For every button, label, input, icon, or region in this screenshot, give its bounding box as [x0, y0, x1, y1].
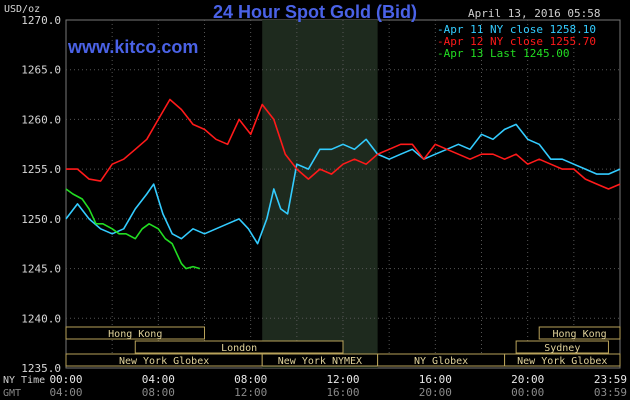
legend-item-apr12: -Apr 12 NY close 1255.70	[437, 35, 596, 48]
x-axis-ticks: NY TimeGMT00:0004:0004:0008:0008:0012:00…	[3, 373, 627, 399]
session-label: New York NYMEX	[278, 356, 362, 367]
y-tick-label: 1260.0	[21, 113, 61, 126]
timestamp: April 13, 2016 05:58	[468, 7, 601, 20]
x-tick-label-gmt: 12:00	[234, 386, 267, 399]
x-tick-label-gmt: 04:00	[49, 386, 82, 399]
x-tick-label-ny: 23:59	[594, 373, 627, 386]
x-tick-label-ny: 00:00	[49, 373, 82, 386]
series-line-apr-12	[66, 98, 621, 190]
y-tick-label: 1235.0	[21, 362, 61, 375]
nymex-shade	[262, 20, 378, 368]
y-axis-unit: USD/oz	[4, 4, 41, 15]
session-bar	[134, 340, 344, 354]
x-tick-label-ny: 12:00	[326, 373, 359, 386]
session-label: Hong Kong	[108, 329, 162, 340]
session-bar	[504, 353, 621, 367]
y-tick-label: 1250.0	[21, 213, 61, 226]
legend-item-apr11: -Apr 11 NY close 1258.10	[437, 23, 596, 36]
session-bar	[65, 326, 205, 340]
y-tick-label: 1255.0	[21, 163, 61, 176]
gmt-row-label: GMT	[3, 388, 21, 399]
y-tick-label: 1265.0	[21, 64, 61, 77]
series-line-apr-13	[65, 188, 201, 270]
legend: -Apr 11 NY close 1258.10 -Apr 12 NY clos…	[437, 24, 596, 60]
plot-area	[65, 19, 621, 369]
session-label: New York Globex	[517, 356, 607, 367]
x-tick-label-ny: 08:00	[234, 373, 267, 386]
session-bar	[538, 326, 621, 340]
y-tick-label: 1245.0	[21, 263, 61, 276]
x-tick-label-gmt: 00:00	[511, 386, 544, 399]
session-label: London	[221, 343, 257, 354]
x-tick-label-ny: 04:00	[142, 373, 175, 386]
series-lines	[65, 98, 621, 270]
session-label: Sydney	[544, 343, 580, 354]
ny-time-row-label: NY Time	[3, 375, 45, 386]
brand-link[interactable]: www.kitco.com	[68, 37, 199, 57]
y-axis-ticks: 1235.0 1240.0 1245.0 1250.0 1255.0 1260.0 1265…	[21, 14, 61, 375]
x-tick-label-ny: 20:00	[511, 373, 544, 386]
x-tick-label-gmt: 03:59	[594, 386, 627, 399]
legend-item-apr13: -Apr 13 Last 1245.00	[437, 47, 570, 60]
series-line-apr-11	[65, 123, 621, 245]
market-sessions: Hong Kong Hong Kong London Sydney New York G…	[65, 326, 621, 367]
y-tick-label: 1270.0	[21, 14, 61, 27]
session-bar	[515, 340, 609, 354]
y-tick-label: 1240.0	[21, 312, 61, 325]
x-tick-label-gmt: 08:00	[142, 386, 175, 399]
chart-title: 24 Hour Spot Gold (Bid)	[213, 2, 417, 22]
session-label: Hong Kong	[553, 329, 607, 340]
x-tick-label-ny: 16:00	[419, 373, 452, 386]
x-tick-label-gmt: 16:00	[326, 386, 359, 399]
x-tick-label-gmt: 20:00	[419, 386, 452, 399]
session-label: NY Globex	[414, 356, 468, 367]
session-label: New York Globex	[119, 356, 209, 367]
